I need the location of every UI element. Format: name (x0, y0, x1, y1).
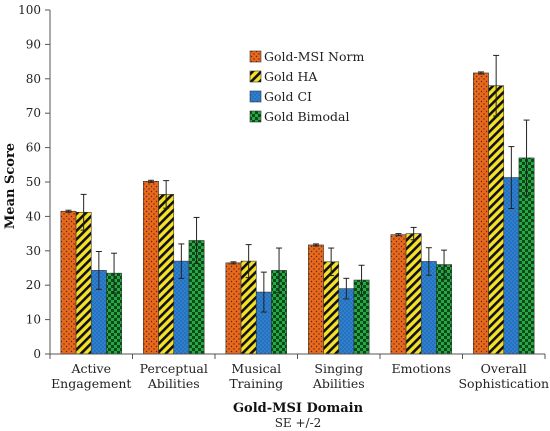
legend-label-gold-ci: Gold CI (264, 89, 312, 104)
x-axis-category-labels: Active Engagement Perceptual Abilities Music… (51, 361, 549, 391)
x-category-label: Musical Training (229, 361, 283, 391)
bar-gold-msi-norm (143, 181, 159, 355)
legend-swatch-gold-ci (249, 90, 262, 103)
bar-gold-msi-norm (308, 244, 324, 355)
bar-gold-ha (405, 233, 422, 355)
y-tick-label: 20 (26, 278, 41, 292)
x-axis-title: Gold-MSI Domain (233, 401, 364, 416)
legend-label-gold-ha: Gold HA (264, 69, 318, 84)
y-tick-label: 70 (26, 106, 41, 120)
legend-swatch-gold-bimodal (249, 110, 262, 123)
legend-label-gold-bimodal: Gold Bimodal (264, 109, 350, 124)
legend-label-gold-msi-norm: Gold-MSI Norm (264, 49, 364, 64)
x-category-label: Active Engagement (51, 361, 131, 391)
y-axis-title: Mean Score (3, 143, 18, 229)
x-category-label: Overall Sophistication (458, 361, 549, 391)
bar-gold-msi-norm (60, 210, 77, 355)
legend-swatch-gold-msi-norm (249, 50, 262, 63)
bar-gold-ha (488, 85, 505, 355)
x-axis-subtitle: SE +/-2 (275, 416, 322, 430)
x-category-label: Emotions (391, 361, 451, 376)
legend-swatch-gold-ha (249, 70, 262, 83)
x-category-label: Singing Abilities (312, 361, 365, 391)
y-tick-label: 80 (26, 72, 41, 86)
bar-gold-ha (158, 194, 175, 355)
y-tick-label: 10 (26, 313, 41, 327)
y-tick-label: 30 (26, 244, 41, 258)
bar-gold-ha (75, 211, 92, 355)
y-tick-label: 0 (33, 347, 41, 361)
y-tick-label: 60 (26, 141, 41, 155)
bar-gold-msi-norm (390, 234, 407, 355)
legend: Gold-MSI Norm Gold HA Gold CI Gold Bimodal (249, 49, 364, 124)
y-axis-ticks: 0 10 20 30 40 50 60 70 80 90 100 (18, 3, 546, 361)
y-tick-label: 90 (26, 37, 41, 51)
error-bars (65, 54, 530, 313)
y-tick-label: 50 (26, 175, 41, 189)
x-category-label: Perceptual Abilities (140, 361, 208, 391)
y-tick-label: 100 (18, 3, 41, 17)
bar-gold-msi-norm (473, 72, 489, 355)
bars (60, 72, 535, 355)
y-tick-label: 40 (26, 209, 41, 223)
bar-gold-msi-norm (225, 262, 242, 355)
